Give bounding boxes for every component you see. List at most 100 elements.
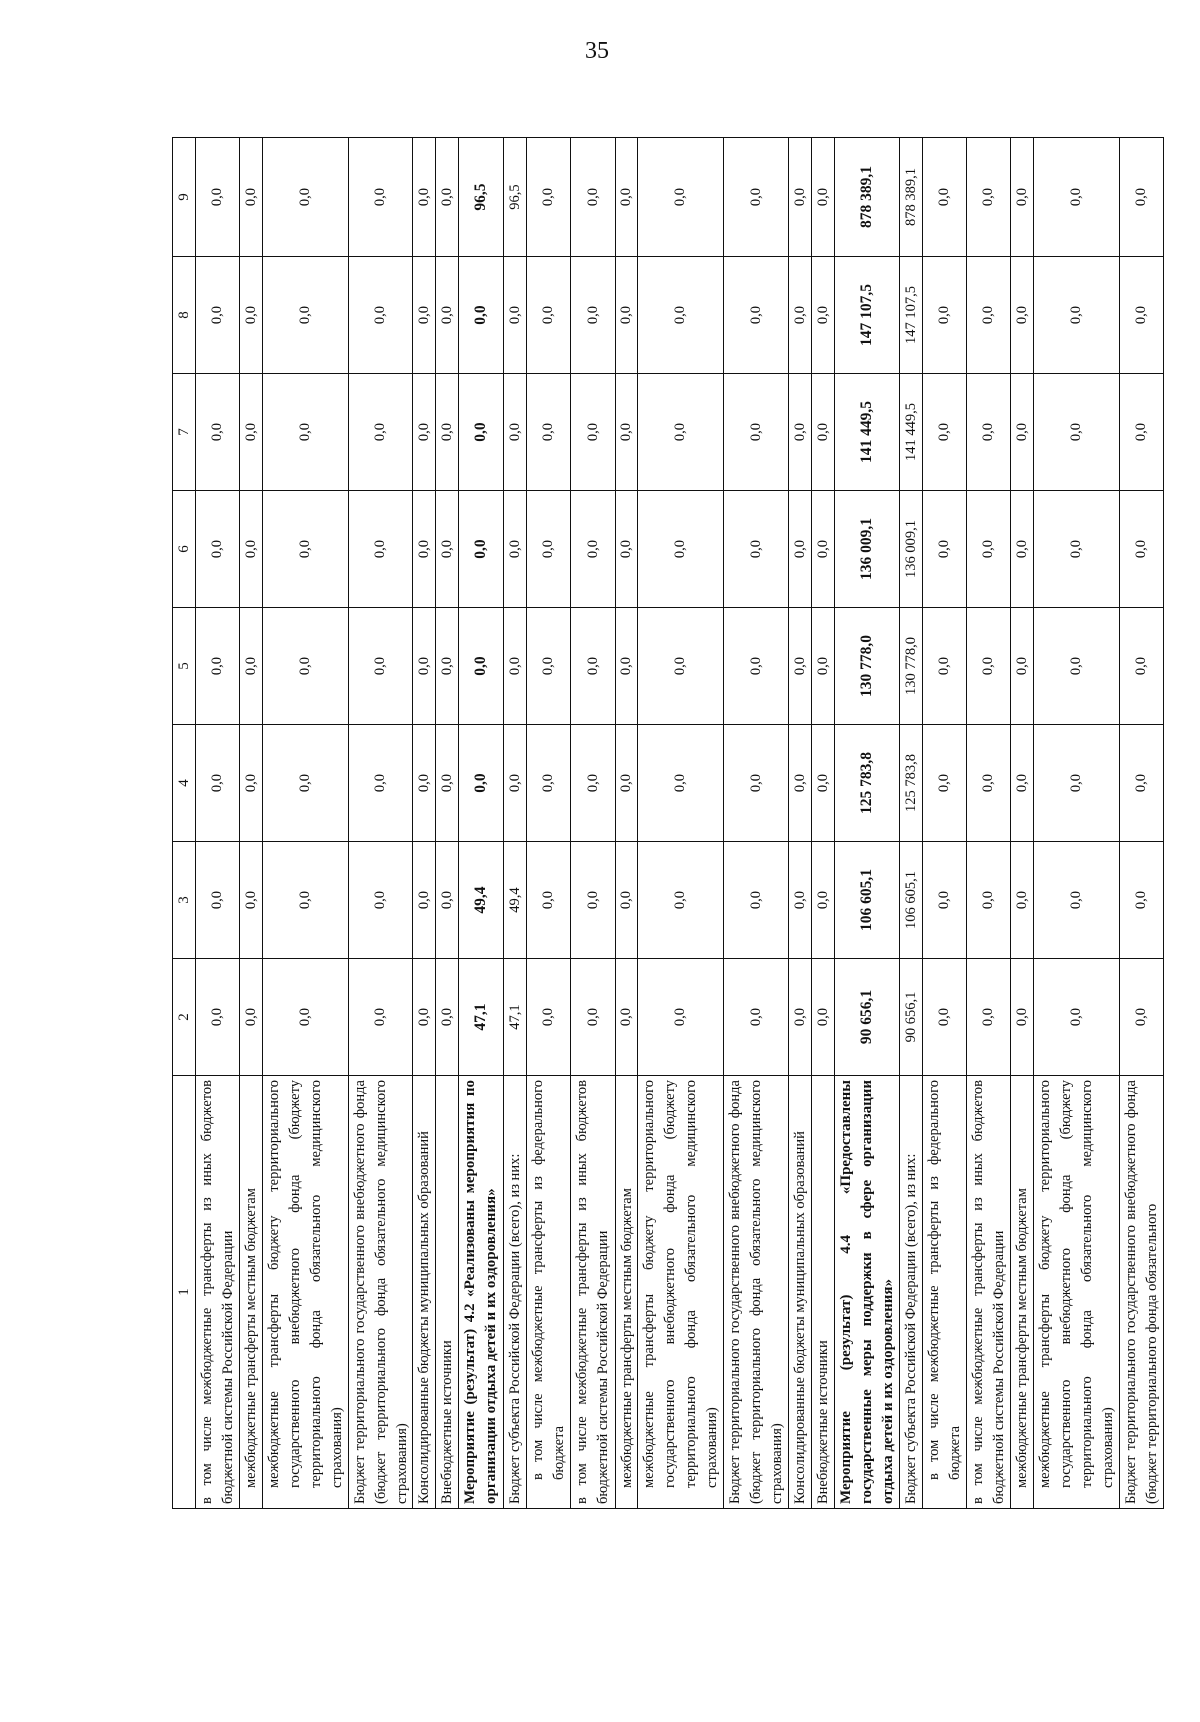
value-cell: 0,0	[262, 841, 348, 958]
value-cell: 0,0	[788, 724, 811, 841]
value-cell: 0,0	[239, 373, 262, 490]
row-label: в том числе межбюджетные трансферты из и…	[966, 1075, 1010, 1508]
value-cell: 0,0	[262, 607, 348, 724]
value-cell: 0,0	[570, 607, 615, 724]
value-cell: 125 783,8	[834, 724, 899, 841]
table-row: Бюджет территориального государственного…	[1119, 137, 1163, 1508]
value-cell: 0,0	[570, 373, 615, 490]
table-row: Консолидированные бюджеты муниципальных …	[412, 137, 435, 1508]
value-cell: 0,0	[412, 607, 435, 724]
value-cell: 0,0	[811, 958, 834, 1075]
page-number: 35	[585, 38, 609, 64]
value-cell: 0,0	[570, 490, 615, 607]
value-cell: 0,0	[262, 490, 348, 607]
value-cell: 0,0	[570, 958, 615, 1075]
value-cell: 49,4	[503, 841, 526, 958]
value-cell: 96,5	[503, 137, 526, 256]
row-label: Внебюджетные источники	[435, 1075, 458, 1508]
value-cell: 0,0	[195, 256, 239, 373]
value-cell: 0,0	[348, 841, 412, 958]
value-cell: 0,0	[723, 724, 788, 841]
value-cell: 0,0	[195, 841, 239, 958]
row-label-text: в том числе межбюджетные трансферты из и…	[198, 1079, 236, 1504]
column-header: 1	[172, 1075, 195, 1508]
table-row: в том числе межбюджетные трансферты из ф…	[922, 137, 966, 1508]
table-row: межбюджетные трансферты местным бюджетам…	[615, 137, 637, 1508]
column-header: 3	[172, 841, 195, 958]
value-cell: 0,0	[1010, 256, 1033, 373]
value-cell: 0,0	[435, 137, 458, 256]
value-cell: 0,0	[1119, 137, 1163, 256]
value-cell: 0,0	[1033, 607, 1119, 724]
value-cell: 0,0	[966, 607, 1010, 724]
value-cell: 0,0	[503, 724, 526, 841]
value-cell: 0,0	[195, 607, 239, 724]
column-header: 4	[172, 724, 195, 841]
column-header: 2	[172, 958, 195, 1075]
value-cell: 0,0	[788, 256, 811, 373]
value-cell: 0,0	[435, 256, 458, 373]
value-cell: 0,0	[195, 490, 239, 607]
value-cell: 0,0	[922, 607, 966, 724]
value-cell: 0,0	[1033, 841, 1119, 958]
value-cell: 0,0	[723, 490, 788, 607]
value-cell: 0,0	[615, 607, 637, 724]
value-cell: 0,0	[788, 607, 811, 724]
value-cell: 0,0	[1010, 373, 1033, 490]
value-cell: 0,0	[637, 373, 723, 490]
row-label: Консолидированные бюджеты муниципальных …	[412, 1075, 435, 1508]
value-cell: 0,0	[811, 137, 834, 256]
row-label: Бюджет территориального государственного…	[348, 1075, 412, 1508]
value-cell: 0,0	[723, 373, 788, 490]
row-label: в том числе межбюджетные трансферты из и…	[570, 1075, 615, 1508]
row-label-text: Бюджет территориального государственного…	[726, 1079, 785, 1504]
value-cell: 0,0	[1033, 373, 1119, 490]
value-cell: 0,0	[788, 137, 811, 256]
table-row: Внебюджетные источники 0,0 0,0 0,0 0,0 0,0 0,0…	[811, 137, 834, 1508]
value-cell: 130 778,0	[834, 607, 899, 724]
value-cell: 0,0	[348, 724, 412, 841]
value-cell: 0,0	[348, 373, 412, 490]
value-cell: 0,0	[1119, 841, 1163, 958]
value-cell: 0,0	[922, 724, 966, 841]
row-label: Консолидированные бюджеты муниципальных …	[788, 1075, 811, 1508]
value-cell: 0,0	[570, 256, 615, 373]
value-cell: 0,0	[966, 958, 1010, 1075]
value-cell: 0,0	[1010, 490, 1033, 607]
row-label: межбюджетные трансферты бюджету территор…	[262, 1075, 348, 1508]
table-row: межбюджетные трансферты бюджету территор…	[262, 137, 348, 1508]
value-cell: 0,0	[637, 137, 723, 256]
row-label-text: Внебюджетные источники	[438, 1339, 455, 1504]
value-cell: 0,0	[1010, 724, 1033, 841]
value-cell: 0,0	[348, 490, 412, 607]
row-label-text: Бюджет субъекта Российской Федерации (вс…	[506, 1153, 523, 1504]
value-cell: 0,0	[637, 256, 723, 373]
value-cell: 0,0	[458, 373, 503, 490]
row-label: Бюджет субъекта Российской Федерации (вс…	[503, 1075, 526, 1508]
value-cell: 0,0	[615, 958, 637, 1075]
row-label-text: межбюджетные трансферты местным бюджетам	[242, 1187, 259, 1488]
value-cell: 0,0	[412, 958, 435, 1075]
value-cell: 136 009,1	[899, 490, 922, 607]
table-row: межбюджетные трансферты местным бюджетам…	[1010, 137, 1033, 1508]
row-label: межбюджетные трансферты бюджету территор…	[637, 1075, 723, 1508]
value-cell: 0,0	[435, 607, 458, 724]
row-label-text: в том числе межбюджетные трансферты из и…	[573, 1079, 611, 1504]
value-cell: 0,0	[412, 373, 435, 490]
row-label: Бюджет территориального государственного…	[723, 1075, 788, 1508]
value-cell: 0,0	[615, 256, 637, 373]
value-cell: 0,0	[1010, 958, 1033, 1075]
value-cell: 0,0	[788, 841, 811, 958]
value-cell: 125 783,8	[899, 724, 922, 841]
value-cell: 0,0	[637, 724, 723, 841]
value-cell: 0,0	[412, 724, 435, 841]
value-cell: 0,0	[788, 958, 811, 1075]
measure-row: Мероприятие (результат) 4.4 «Предоставле…	[834, 137, 899, 1508]
value-cell: 0,0	[922, 137, 966, 256]
value-cell: 0,0	[1033, 137, 1119, 256]
table-row: в том числе межбюджетные трансферты из и…	[966, 137, 1010, 1508]
value-cell: 0,0	[262, 373, 348, 490]
value-cell: 0,0	[239, 490, 262, 607]
